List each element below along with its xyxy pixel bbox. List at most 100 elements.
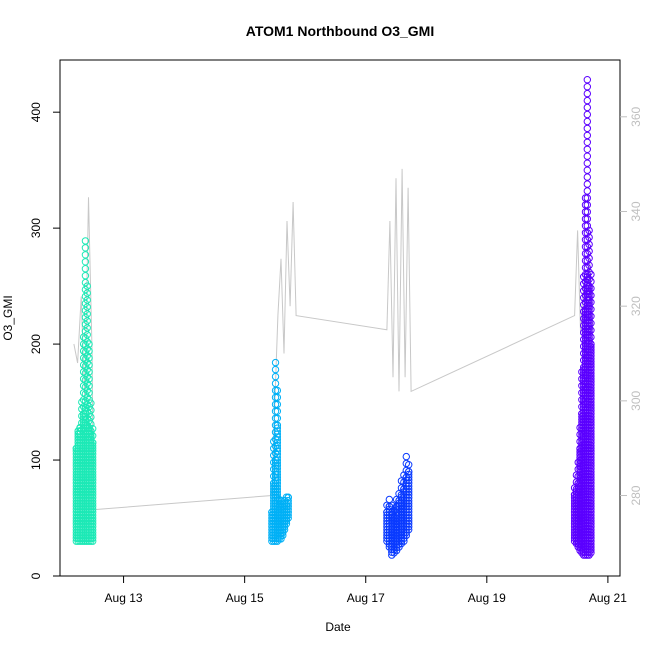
data-point [83,345,91,353]
data-point [587,453,595,461]
y-axis-label: O3_GMI [1,295,15,340]
x-tick-label: Aug 21 [589,591,627,605]
data-point [585,328,593,336]
data-point [88,496,97,505]
data-point [583,249,592,258]
data-point [585,240,593,249]
data-point [587,514,595,522]
data-point [88,425,97,433]
data-point [579,349,588,358]
data-point [587,386,595,395]
data-point [587,312,595,320]
data-point [273,400,282,409]
data-point [583,131,592,140]
data-point [587,357,595,366]
data-point [271,449,280,457]
data-point [587,372,595,380]
data-point [88,473,97,482]
data-point [405,502,413,511]
data-point [273,386,282,395]
data-point [587,540,595,548]
data-point [583,187,592,195]
data-point [405,479,413,487]
data-point [587,277,595,286]
data-point [405,470,413,479]
data-point [585,302,593,310]
data-point [88,450,97,458]
data-point [587,523,595,531]
data-point [583,138,592,147]
data-point [88,520,97,528]
data-point [587,395,595,403]
data-point [88,499,97,508]
data-point [587,410,595,418]
data-point [81,334,90,342]
y-tick-label: 100 [29,450,43,470]
data-point [587,525,595,534]
data-point [88,453,97,461]
data-point [587,381,595,389]
data-point [587,470,595,479]
x-axis: Aug 13 Aug 15 Aug 17 Aug 19 Aug 21 [105,576,627,605]
data-point [583,229,592,237]
data-point [273,453,282,461]
y2-tick-label: 300 [629,391,643,411]
data-point [88,505,97,513]
x-tick-label: Aug 13 [105,591,143,605]
data-point [273,424,282,432]
data-point [585,293,593,301]
data-point [85,354,93,362]
data-point [88,514,97,522]
data-point [583,76,592,84]
data-point [587,456,595,464]
data-point [81,258,90,266]
data-point [587,378,595,386]
data-point [585,261,593,269]
data-point [273,456,282,464]
data-point [88,502,97,511]
data-point [587,366,595,374]
data-point [81,383,90,391]
data-point [587,476,595,484]
data-point [587,398,595,406]
data-point [88,534,97,542]
data-point [587,499,595,508]
data-point [587,383,595,392]
data-point [88,517,97,525]
data-point [88,511,97,519]
data-point [405,491,413,499]
data-point [88,439,97,447]
data-point [587,401,595,409]
data-point [88,459,97,467]
data-point [273,482,282,490]
data-point [405,485,413,493]
data-point [587,430,595,438]
data-point [587,424,595,432]
data-point [587,502,595,511]
data-point [83,386,91,395]
data-point [583,263,592,272]
data-point [587,473,595,482]
data-point [587,389,595,398]
data-point [583,180,592,188]
data-point [273,439,282,447]
data-point [587,291,595,300]
data-point [273,447,282,455]
data-point [587,467,595,476]
data-point [270,451,278,460]
data-point [271,372,280,381]
data-point [284,493,292,501]
data-point [85,340,93,348]
y2-axis: 280 300 320 340 360 [620,106,643,506]
data-point [587,352,595,360]
data-point [587,496,595,505]
data-point [284,508,292,516]
data-point [88,465,97,473]
data-point [587,270,595,279]
point-series-1 [72,237,97,545]
data-point [81,272,90,280]
data-point [587,465,595,473]
data-point [273,462,282,470]
data-point [583,145,592,154]
